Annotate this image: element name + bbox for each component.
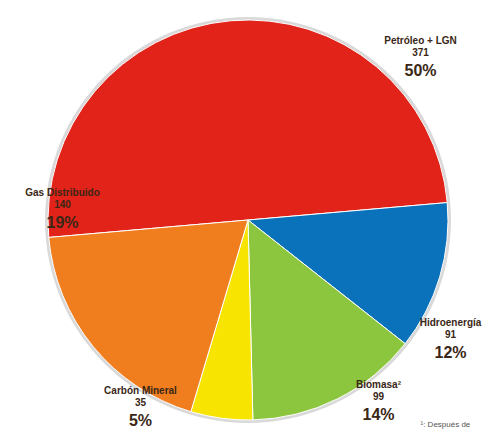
svg-text:35: 35 bbox=[135, 397, 147, 408]
svg-text:Gas Distribuido: Gas Distribuido bbox=[25, 187, 99, 198]
svg-text:Hidroenergía: Hidroenergía bbox=[420, 317, 482, 328]
svg-text:Petróleo + LGN: Petróleo + LGN bbox=[384, 35, 457, 46]
svg-text:14%: 14% bbox=[362, 406, 394, 423]
svg-text:371: 371 bbox=[412, 47, 429, 58]
svg-text:¹: Después de: ¹: Después de bbox=[421, 420, 471, 429]
svg-text:5%: 5% bbox=[129, 412, 152, 429]
svg-text:Biomasa²: Biomasa² bbox=[356, 379, 402, 390]
svg-text:12%: 12% bbox=[434, 344, 466, 361]
svg-text:140: 140 bbox=[54, 199, 71, 210]
svg-text:99: 99 bbox=[373, 391, 385, 402]
svg-text:50%: 50% bbox=[404, 62, 436, 79]
svg-text:Carbón Mineral: Carbón Mineral bbox=[104, 385, 177, 396]
svg-text:19%: 19% bbox=[46, 214, 78, 231]
svg-text:91: 91 bbox=[445, 329, 457, 340]
